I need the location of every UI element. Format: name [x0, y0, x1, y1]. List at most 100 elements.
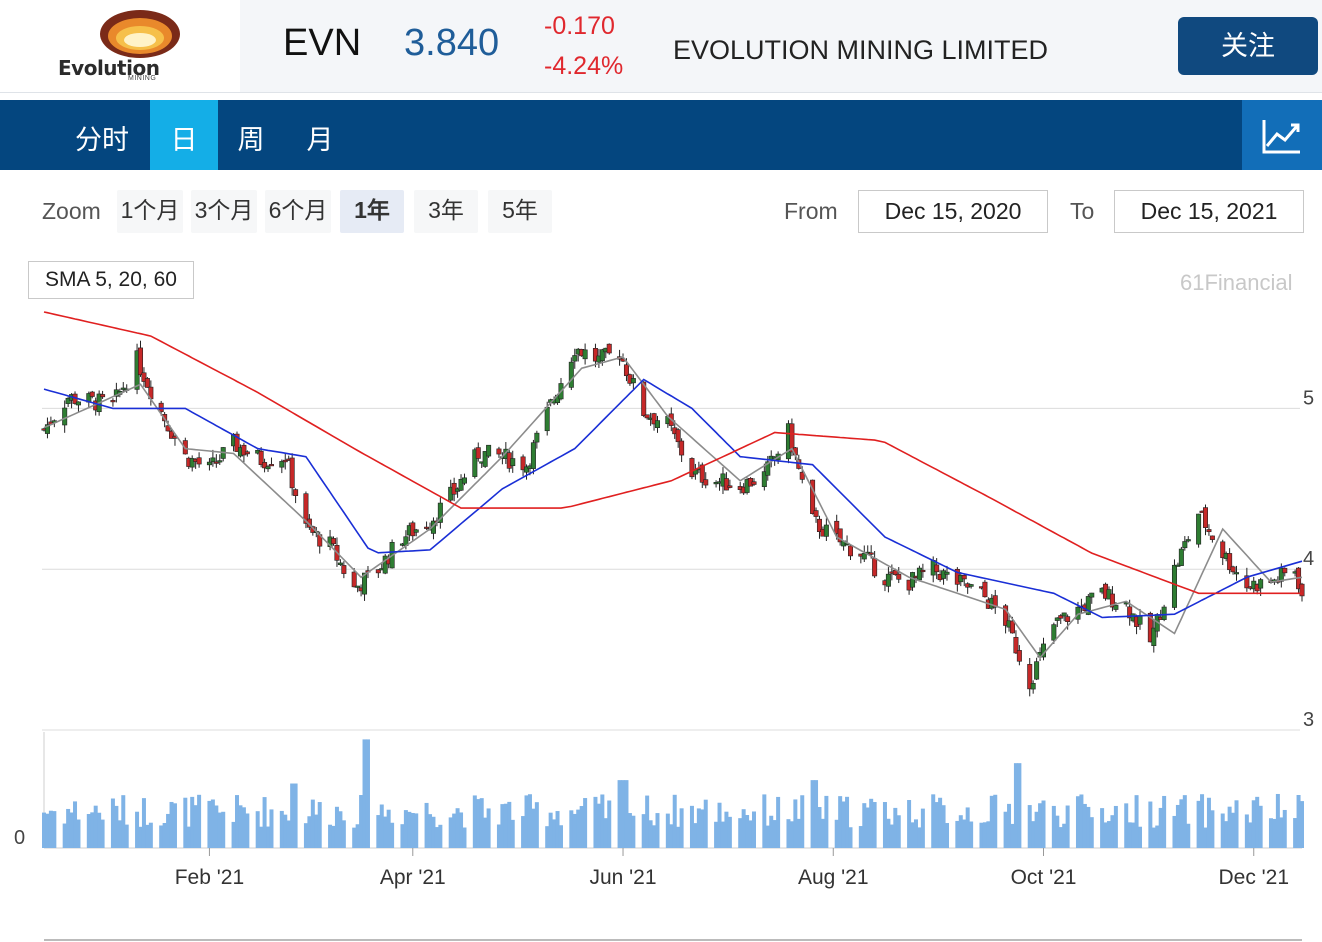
candle-body	[158, 402, 164, 413]
volume-bar	[765, 825, 770, 848]
volume-bar	[1231, 812, 1236, 848]
tab-intraday[interactable]: 分时	[75, 125, 129, 155]
sma-line	[43, 356, 1303, 659]
volume-bar	[1196, 800, 1201, 848]
volume-bar	[858, 826, 863, 848]
zoom-3m-button[interactable]: 3个月	[191, 190, 257, 233]
volume-bar	[869, 798, 874, 848]
candle-body	[524, 466, 530, 473]
volume-bar	[1103, 822, 1108, 848]
volume-bar	[52, 811, 57, 848]
volume-bar	[1251, 800, 1256, 848]
zoom-3y-button[interactable]: 3年	[414, 190, 478, 233]
volume-bar	[214, 805, 219, 848]
volume-bar	[48, 810, 53, 848]
volume-bar	[1055, 815, 1060, 848]
volume-bar	[569, 810, 574, 848]
candle-body	[641, 381, 647, 416]
zoom-1y-button[interactable]: 1年	[340, 190, 404, 233]
volume-bar	[938, 797, 943, 848]
to-date-input[interactable]: Dec 15, 2021	[1114, 190, 1304, 233]
volume-bar	[459, 812, 464, 848]
candle-body	[1013, 637, 1019, 654]
volume-bar	[965, 807, 970, 848]
candle-body	[258, 450, 264, 465]
volume-bar	[383, 816, 388, 848]
volume-bar	[810, 780, 815, 848]
volume-bar	[452, 813, 457, 848]
volume-tick-label: 0	[14, 827, 25, 849]
price-chart[interactable]: 3 4 5 0 Feb '21 Apr '21 Jun '21 Aug '21 Oct '21 D…	[0, 300, 1322, 942]
volume-bar	[110, 798, 115, 848]
volume-bar	[621, 780, 626, 848]
volume-bar	[310, 799, 315, 848]
volume-bar	[1227, 806, 1232, 848]
volume-bar	[962, 819, 967, 848]
candle-body	[606, 343, 612, 354]
volume-bar	[235, 795, 240, 848]
candle-body	[1206, 529, 1212, 533]
candle-body	[530, 442, 536, 469]
candle-body	[651, 413, 657, 425]
volume-bar	[414, 813, 419, 848]
candle-body	[861, 553, 867, 560]
volume-bar	[534, 802, 539, 848]
candle-body	[206, 461, 212, 466]
volume-bar	[955, 820, 960, 848]
candle-body	[1003, 605, 1009, 626]
volume-bar	[800, 795, 805, 848]
volume-bar	[841, 801, 846, 848]
volume-bar	[1134, 795, 1139, 848]
volume-bar	[817, 807, 822, 848]
tab-monthly[interactable]: 月	[306, 125, 334, 155]
volume-bar	[73, 801, 78, 848]
volume-bar	[117, 820, 122, 848]
candle-body	[75, 401, 81, 406]
volume-bar	[197, 794, 202, 848]
volume-bar	[814, 780, 819, 848]
candle-body	[623, 364, 629, 377]
candle-body	[1258, 579, 1264, 589]
zoom-5y-button[interactable]: 5年	[488, 190, 552, 233]
candle-body	[872, 558, 878, 577]
volume-bar	[934, 802, 939, 848]
volume-bar	[1279, 817, 1284, 848]
volume-bar	[283, 814, 288, 848]
candle-body	[727, 485, 733, 488]
volume-bar	[341, 820, 346, 848]
from-date-input[interactable]: Dec 15, 2020	[858, 190, 1048, 233]
candle-body	[847, 545, 853, 557]
candle-body	[217, 460, 223, 463]
tab-daily[interactable]: 日	[150, 100, 218, 170]
volume-bar	[1151, 827, 1156, 848]
volume-bar	[386, 809, 391, 848]
volume-bar	[907, 800, 912, 848]
volume-bar	[1110, 815, 1115, 848]
zoom-6m-button[interactable]: 6个月	[265, 190, 331, 233]
candle-body	[916, 567, 922, 581]
volume-bar	[1051, 805, 1056, 848]
volume-bar	[186, 826, 191, 848]
candle-body	[1058, 615, 1064, 619]
volume-bar	[986, 821, 991, 848]
volume-bar	[741, 809, 746, 848]
volume-bar	[431, 816, 436, 848]
tab-weekly[interactable]: 周	[237, 125, 265, 155]
volume-bar	[714, 821, 719, 848]
candle-body	[1161, 606, 1167, 620]
volume-bar	[434, 827, 439, 848]
volume-bar	[969, 821, 974, 848]
volume-bar	[745, 815, 750, 848]
volume-bar	[241, 807, 246, 848]
candle-body	[110, 400, 116, 403]
candle-body	[293, 489, 299, 496]
candle-body	[1234, 572, 1240, 575]
candle-body	[1027, 664, 1033, 690]
candle-body	[934, 564, 940, 573]
volume-bar	[166, 813, 171, 848]
zoom-1m-button[interactable]: 1个月	[117, 190, 183, 233]
chart-type-button[interactable]	[1242, 100, 1322, 170]
follow-button[interactable]: 关注	[1178, 17, 1318, 75]
candle-body	[265, 466, 271, 470]
volume-bar	[400, 824, 405, 848]
